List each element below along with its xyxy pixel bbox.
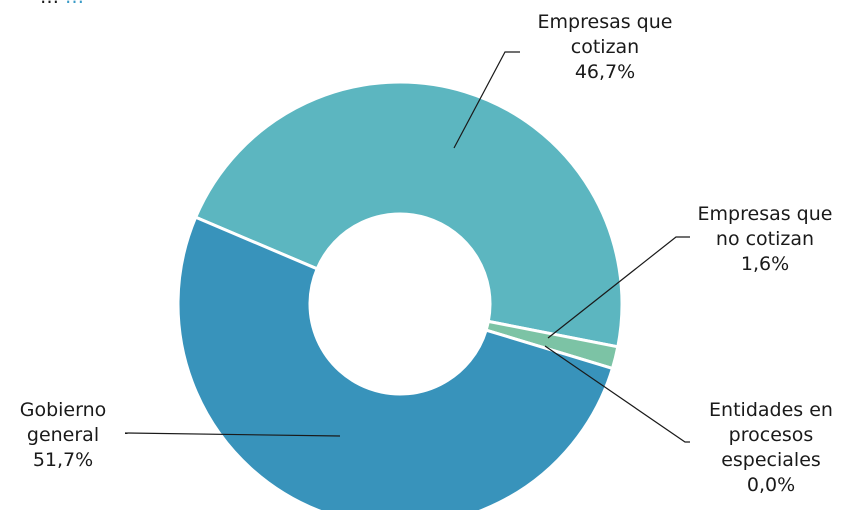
- label-empresas-que-cotizan: Empresas que cotizan 46,7%: [505, 10, 705, 85]
- label-entidades-value: 0,0%: [746, 474, 796, 496]
- label-entidades-en-procesos-especiales: Entidades en procesos especiales 0,0%: [686, 398, 856, 498]
- leader-entidades: [544, 345, 690, 443]
- label-empresas-que-no-cotizan-line-2: no cotizan: [715, 228, 815, 250]
- leader-empresas-que-cotizan: [453, 51, 520, 149]
- label-empresas-que-no-cotizan: Empresas que no cotizan 1,6%: [680, 202, 850, 277]
- donut-slices: [176, 80, 624, 510]
- header-fragment-left: …: [40, 0, 59, 8]
- label-empresas-que-cotizan-line-1: Empresas que: [537, 11, 673, 33]
- label-gobierno-general-value: 51,7%: [32, 449, 94, 471]
- label-gobierno-general-line-2: general: [26, 424, 100, 446]
- slice-empresas-que-cotizan: [193, 80, 624, 349]
- label-entidades-line-3: especiales: [721, 449, 821, 471]
- label-empresas-que-cotizan-value: 46,7%: [574, 61, 636, 83]
- leader-empresas-que-no-cotizan: [547, 236, 690, 339]
- leader-gobierno-general: [124, 432, 341, 437]
- slice-gobierno-general: [176, 215, 615, 510]
- label-empresas-que-no-cotizan-value: 1,6%: [740, 253, 790, 275]
- header-fragment-accent: …: [65, 0, 84, 8]
- leader-lines: [124, 51, 690, 443]
- truncated-header-text: … …: [40, 0, 84, 8]
- label-entidades-line-1: Entidades en: [709, 399, 833, 421]
- label-entidades-line-2: procesos: [728, 424, 814, 446]
- label-gobierno-general-line-1: Gobierno: [19, 399, 107, 421]
- label-empresas-que-no-cotizan-line-1: Empresas que: [697, 203, 833, 225]
- label-empresas-que-cotizan-line-2: cotizan: [570, 36, 640, 58]
- label-gobierno-general: Gobierno general 51,7%: [0, 398, 126, 473]
